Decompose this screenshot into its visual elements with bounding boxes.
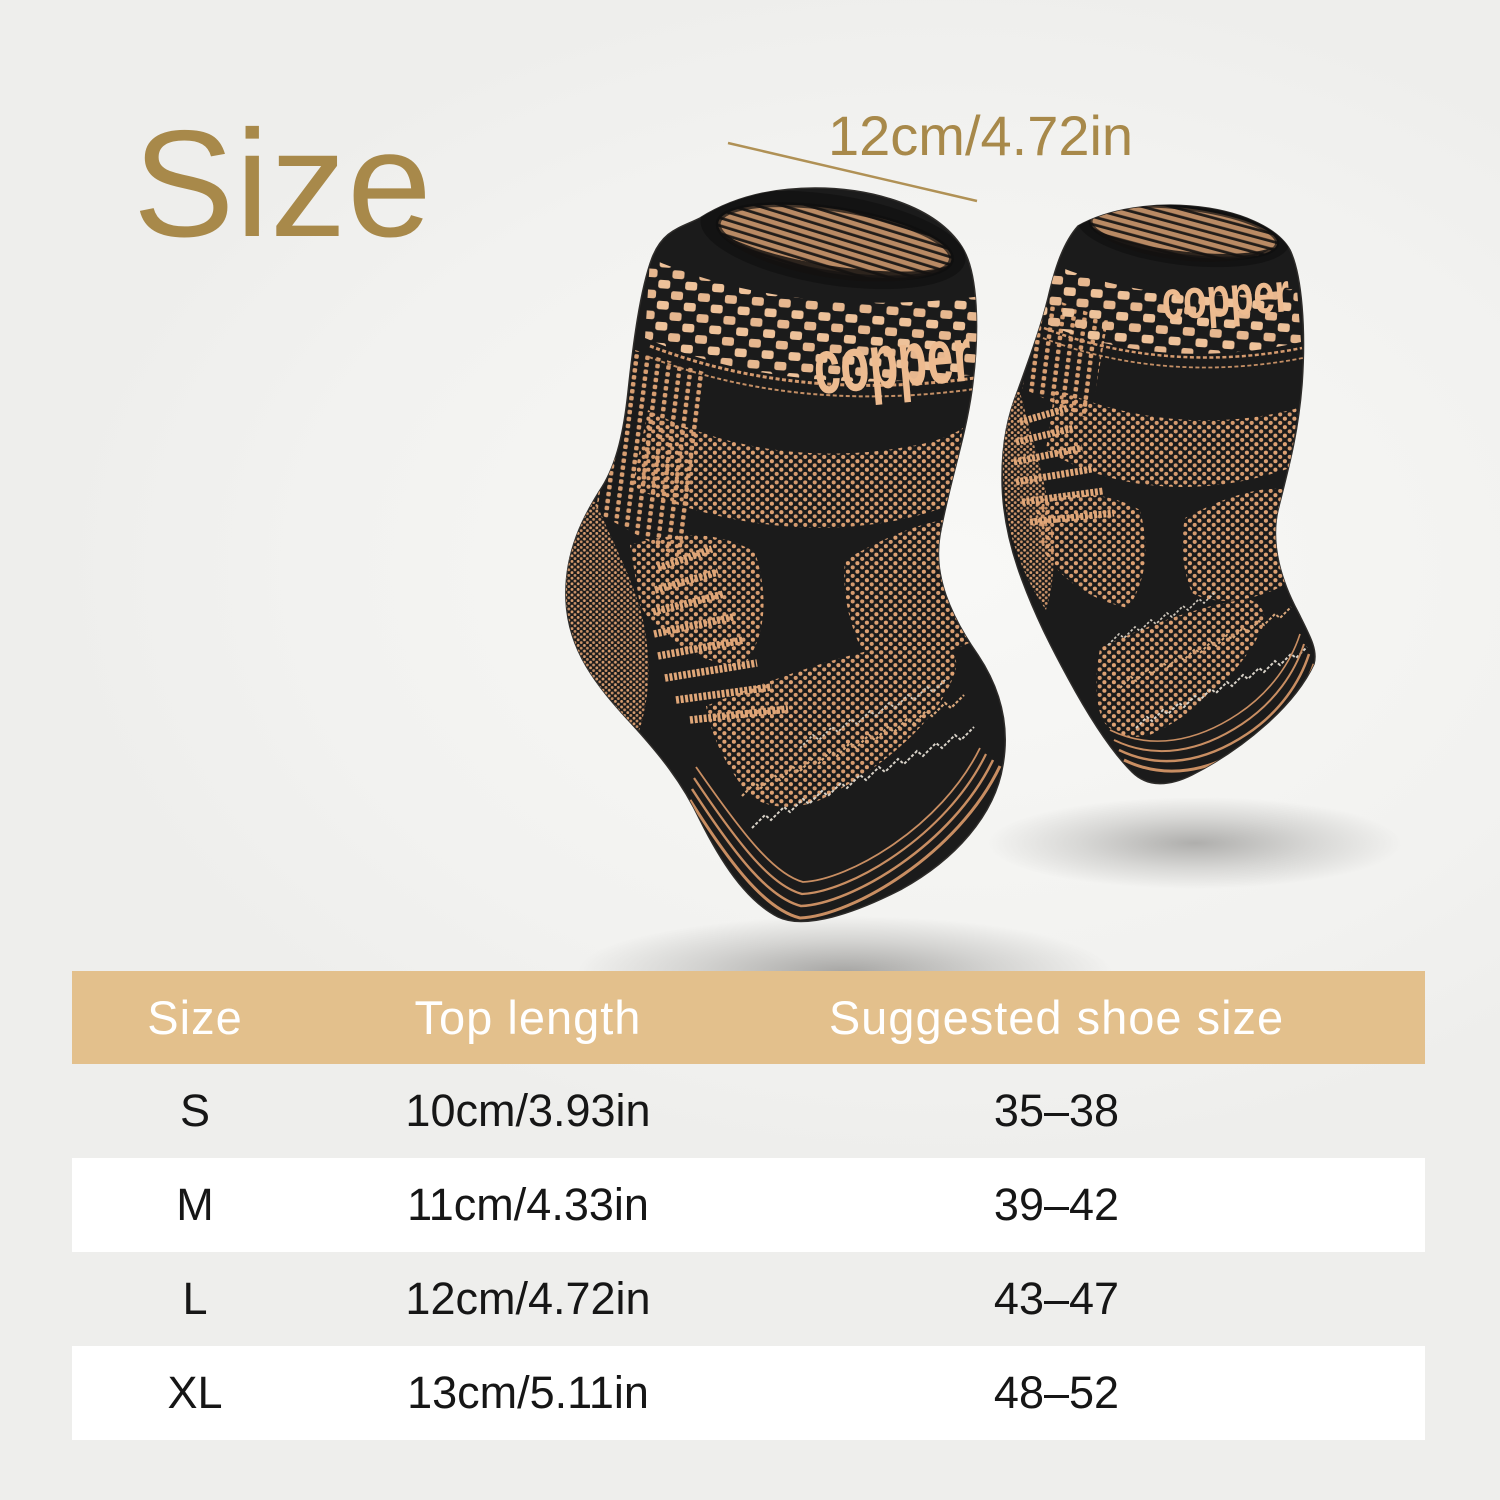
top-length-value: 13cm/5.11in (407, 1367, 649, 1418)
top-opening-left (700, 190, 966, 290)
size-value: XL (167, 1367, 223, 1418)
shoe-size-value: 48–52 (993, 1367, 1120, 1418)
heel-fan-stripes-left (652, 545, 789, 724)
size-value: L (182, 1273, 208, 1324)
shoe-size-value: 39–42 (993, 1179, 1120, 1230)
size-table-header: Size Top length Suggested shoe size (72, 971, 1425, 1064)
column-header-size: Size (147, 991, 243, 1044)
table-row-xl: XL 13cm/5.11in 48–52 (72, 1346, 1425, 1440)
measurement-label: 12cm/4.72in (828, 104, 1134, 167)
size-table: Size Top length Suggested shoe size S 10… (72, 971, 1425, 1440)
ankle-sleeve-left: copper (565, 187, 1006, 923)
table-row-m: M 11cm/4.33in 39–42 (72, 1158, 1425, 1252)
ankle-sleeve-right: copper (1001, 204, 1316, 785)
column-header-top-length: Top length (414, 991, 642, 1044)
top-length-value: 12cm/4.72in (405, 1273, 651, 1324)
brand-text-right: copper (1159, 260, 1291, 332)
right-sleeve-shadow (987, 797, 1403, 889)
size-value: M (176, 1179, 214, 1230)
table-row-s: S 10cm/3.93in 35–38 (72, 1064, 1425, 1158)
measurement-leader-line (727, 141, 978, 203)
page-title: Size (133, 99, 433, 269)
shoe-size-value: 43–47 (993, 1273, 1120, 1324)
top-length-value: 11cm/4.33in (407, 1179, 649, 1230)
heel-fan-stripes-right (1013, 404, 1115, 526)
table-row-l: L 12cm/4.72in 43–47 (72, 1252, 1425, 1346)
top-length-value: 10cm/3.93in (405, 1085, 651, 1136)
size-value: S (179, 1085, 210, 1136)
column-header-shoe-size: Suggested shoe size (828, 991, 1285, 1044)
brand-text-left: copper (810, 309, 975, 410)
shoe-size-value: 35–38 (993, 1085, 1120, 1136)
hem-stripes-left (688, 747, 1002, 920)
